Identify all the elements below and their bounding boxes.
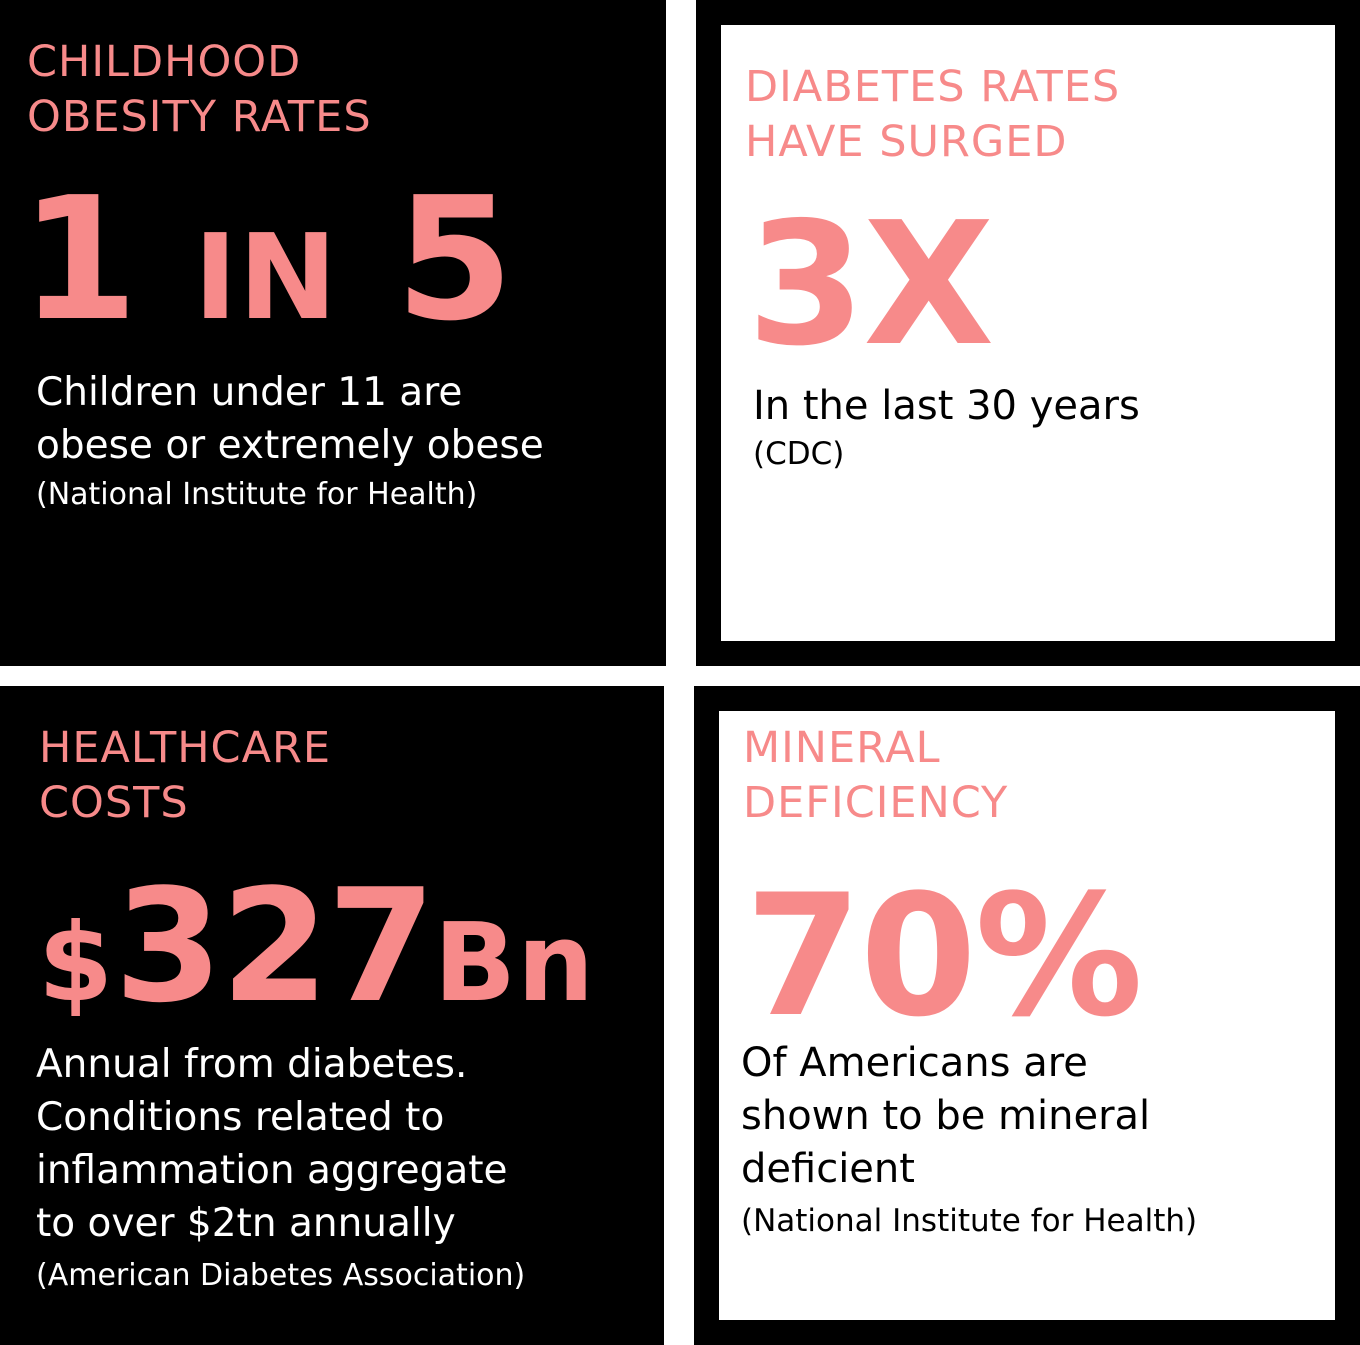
card-description: In the last 30 years xyxy=(753,383,1140,429)
card-diabetes-rates: DIABETES RATES HAVE SURGED 3X In the las… xyxy=(696,0,1360,666)
card-heading: DIABETES RATES HAVE SURGED xyxy=(745,62,1121,167)
card-stat: $327Bn xyxy=(38,856,595,1054)
card-stat: 1 IN 5 xyxy=(20,165,514,372)
card-mineral-deficiency: MINERAL DEFICIENCY 70% Of Americans are … xyxy=(694,686,1360,1345)
card-description: Children under 11 are obese or extremely… xyxy=(36,370,544,468)
stat-number: 327 xyxy=(114,855,436,1037)
card-childhood-obesity: CHILDHOOD OBESITY RATES 1 IN 5 Children … xyxy=(0,0,666,666)
stat-number: 5 xyxy=(338,161,513,359)
card-stat: 70% xyxy=(745,858,1143,1054)
stat-number: 1 xyxy=(20,161,194,359)
card-healthcare-costs: HEALTHCARE COSTS $327Bn Annual from diab… xyxy=(0,686,664,1345)
card-heading: HEALTHCARE COSTS xyxy=(39,723,332,828)
card-description: Of Americans are shown to be mineral def… xyxy=(741,1040,1151,1192)
card-heading: CHILDHOOD OBESITY RATES xyxy=(27,37,372,142)
card-source: (CDC) xyxy=(753,436,845,472)
card-heading: MINERAL DEFICIENCY xyxy=(743,723,1009,828)
stat-unit: Bn xyxy=(433,901,596,1026)
card-description: Annual from diabetes. Conditions related… xyxy=(36,1042,508,1246)
card-source: (National Institute for Health) xyxy=(36,477,478,512)
stat-currency: $ xyxy=(38,901,115,1026)
card-source: (National Institute for Health) xyxy=(741,1203,1198,1239)
stat-word: IN xyxy=(193,208,339,346)
card-source: (American Diabetes Association) xyxy=(36,1258,526,1293)
card-stat: 3X xyxy=(747,186,994,384)
